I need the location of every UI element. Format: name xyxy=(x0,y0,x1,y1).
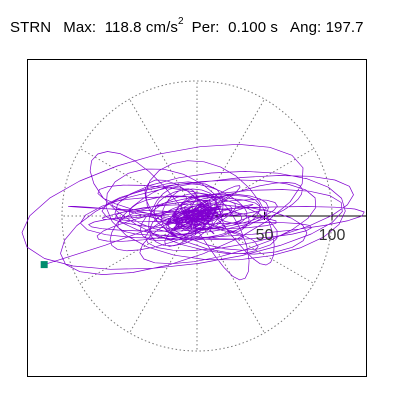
spoke-line xyxy=(196,215,315,284)
spoke-line xyxy=(129,215,198,334)
plot-frame xyxy=(27,59,367,377)
motion-trace-line xyxy=(21,143,365,281)
max-unit-exponent: 2 xyxy=(177,16,184,27)
per-label: Per: xyxy=(191,19,220,36)
ang-label: Ang: xyxy=(290,19,322,36)
per-value: 0.100 s xyxy=(228,19,279,36)
max-point-marker-group xyxy=(40,261,48,269)
ring-label-50: 50 xyxy=(256,227,274,244)
max-label: Max: xyxy=(63,19,97,36)
spoke-line xyxy=(196,148,315,217)
max-unit: cm/s xyxy=(145,19,178,36)
spoke-line xyxy=(196,215,265,334)
component-label: STRN xyxy=(10,19,52,36)
ring-label-100: 100 xyxy=(319,227,346,244)
spoke-line xyxy=(79,215,198,284)
chart-header: STRN Max: 118.8 cm/s2 Per: 0.100 s Ang: 197… xyxy=(10,16,364,36)
spoke-line xyxy=(129,98,198,217)
max-value: 118.8 xyxy=(104,19,142,36)
ring-labels: 50 100 xyxy=(256,227,346,244)
spoke-line xyxy=(79,148,198,217)
spoke-line xyxy=(196,98,265,217)
max-point-marker xyxy=(40,261,48,269)
ang-value: 197.7 xyxy=(325,19,364,36)
motion-trace xyxy=(21,143,365,281)
